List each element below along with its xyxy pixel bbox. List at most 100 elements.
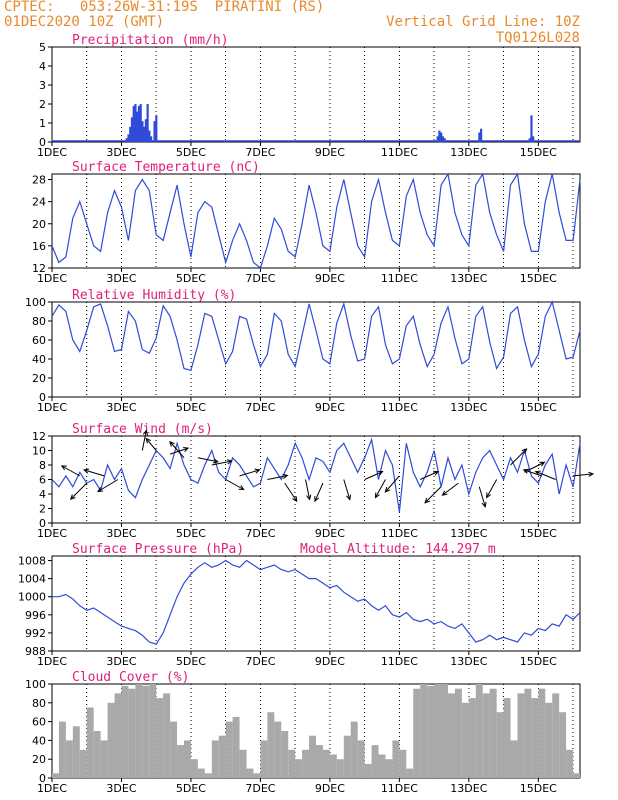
wind-arrowhead: [522, 468, 529, 474]
pressure-xtick-label: 7DEC: [245, 655, 275, 668]
wind-arrowhead: [384, 486, 391, 493]
precip-bar: [143, 126, 146, 142]
pressure-xtick-label: 9DEC: [315, 655, 345, 668]
wind-vector: [442, 482, 459, 496]
cloud-cover-bar: [114, 693, 122, 778]
pressure-xtick-label: 1DEC: [37, 655, 67, 668]
precip-xtick-label: 1DEC: [37, 146, 67, 159]
wind-vector: [169, 441, 185, 459]
temp-series-line: [51, 172, 581, 270]
cloud-cover-bar: [371, 745, 379, 778]
wind-title: Surface Wind (m/s): [72, 422, 213, 437]
rh-frame: [51, 301, 581, 398]
wind-arrowhead: [534, 470, 541, 476]
pressure-ytick-label: 1000: [18, 591, 46, 604]
wind-arrowhead: [226, 459, 233, 465]
cloud-cover-bar: [517, 693, 525, 778]
wind-vector: [384, 475, 400, 493]
wind-ytick-label: 0: [39, 517, 46, 530]
cloud-cover-bar: [309, 735, 316, 778]
cloud-cover-bar: [378, 754, 386, 778]
cloud-cover-bar: [434, 684, 442, 778]
cloud-ytick-label: 60: [32, 716, 46, 729]
cloud-cover-bar: [336, 759, 344, 778]
header-line1-right: Vertical Grid Line: 10Z: [386, 14, 580, 30]
wind-xtick-label: 11DEC: [381, 527, 418, 540]
pressure-ytick-label: 992: [25, 627, 46, 640]
wind-vector: [314, 482, 324, 502]
cloud-cover-bar: [496, 712, 504, 778]
temp-xtick-label: 3DEC: [106, 272, 136, 285]
precip-bar: [480, 128, 483, 142]
cloud-cover-bar: [225, 721, 233, 778]
cloud-xtick-label: 9DEC: [315, 782, 345, 795]
wind-xtick-label: 9DEC: [315, 527, 345, 540]
temp-frame: [51, 173, 581, 269]
cloud-cover-bar: [197, 768, 205, 778]
cloud-cover-bar: [107, 702, 115, 778]
pressure-ytick-label: 1004: [18, 573, 46, 586]
cloud-xtick-label: 11DEC: [381, 782, 418, 795]
precip-ytick-label: 5: [39, 41, 46, 54]
precip-xtick-label: 15DEC: [520, 146, 557, 159]
header-line2-right: TQ0126L028: [495, 30, 580, 46]
wind-arrowhead: [183, 446, 190, 452]
temp-xtick-label: 15DEC: [520, 272, 557, 285]
wind-xtick-label: 3DEC: [106, 527, 136, 540]
cloud-cover-bar: [100, 740, 108, 778]
cloud-xtick-label: 1DEC: [37, 782, 67, 795]
wind-arrowhead: [254, 468, 261, 474]
cloud-cover-bar: [52, 773, 59, 778]
rh-ytick-label: 60: [32, 334, 46, 347]
cloud-title: Cloud Cover (%): [72, 670, 189, 685]
cloud-cover-bar: [128, 688, 136, 778]
pressure-ytick-label: 996: [25, 609, 46, 622]
wind-vector: [305, 479, 311, 500]
temp-ytick-label: 20: [32, 218, 46, 231]
cloud-cover-bar: [531, 698, 539, 778]
wind-arrowhead: [69, 494, 76, 500]
wind-vector: [486, 479, 498, 498]
header-line1-left: CPTEC: 053:26W-31:19S PIRATINI (RS): [4, 0, 325, 15]
wind-vector: [478, 486, 486, 507]
cloud-cover-bar: [559, 712, 567, 778]
precip-bar: [125, 138, 128, 142]
cloud-cover-bar: [461, 702, 469, 778]
wind-vector: [197, 457, 218, 463]
header-line2-left: 01DEC2020 10Z (GMT): [4, 14, 165, 30]
wind-vector: [267, 475, 288, 480]
wind-ytick-label: 2: [39, 503, 46, 516]
wind-ytick-label: 12: [32, 430, 46, 443]
temp-xtick-label: 1DEC: [37, 272, 67, 285]
wind-vector: [211, 460, 232, 466]
cloud-cover-bar: [246, 768, 254, 778]
precip-bar: [530, 115, 533, 142]
wind-arrowhead: [60, 465, 67, 471]
rh-xtick-label: 15DEC: [520, 401, 557, 414]
wind-arrowhead: [83, 468, 90, 474]
wind-vector: [141, 430, 147, 451]
wind-vector: [97, 479, 119, 492]
precip-xtick-label: 11DEC: [381, 146, 418, 159]
cloud-xtick-label: 5DEC: [176, 782, 206, 795]
precip-bar: [443, 138, 446, 142]
cloud-cover-bar: [79, 749, 87, 778]
wind-arrowhead: [169, 440, 175, 447]
cloud-ytick-label: 0: [39, 772, 46, 785]
cloud-cover-bar: [121, 685, 129, 778]
cloud-cover-bar: [184, 740, 191, 778]
rh-ytick-label: 80: [32, 315, 46, 328]
precip-frame: [51, 46, 581, 143]
rh-ytick-label: 100: [25, 296, 46, 309]
precip-bar: [136, 111, 139, 142]
rh-ytick-label: 0: [39, 391, 46, 404]
precip-bar: [130, 117, 134, 142]
cloud-cover-bar: [545, 702, 553, 778]
temp-ytick-label: 28: [32, 174, 46, 187]
cloud-ytick-label: 40: [32, 734, 46, 747]
temp-xtick-label: 13DEC: [450, 272, 487, 285]
wind-vector: [535, 471, 556, 480]
temp-xtick-label: 7DEC: [245, 272, 275, 285]
precip-ytick-label: 0: [39, 136, 46, 149]
